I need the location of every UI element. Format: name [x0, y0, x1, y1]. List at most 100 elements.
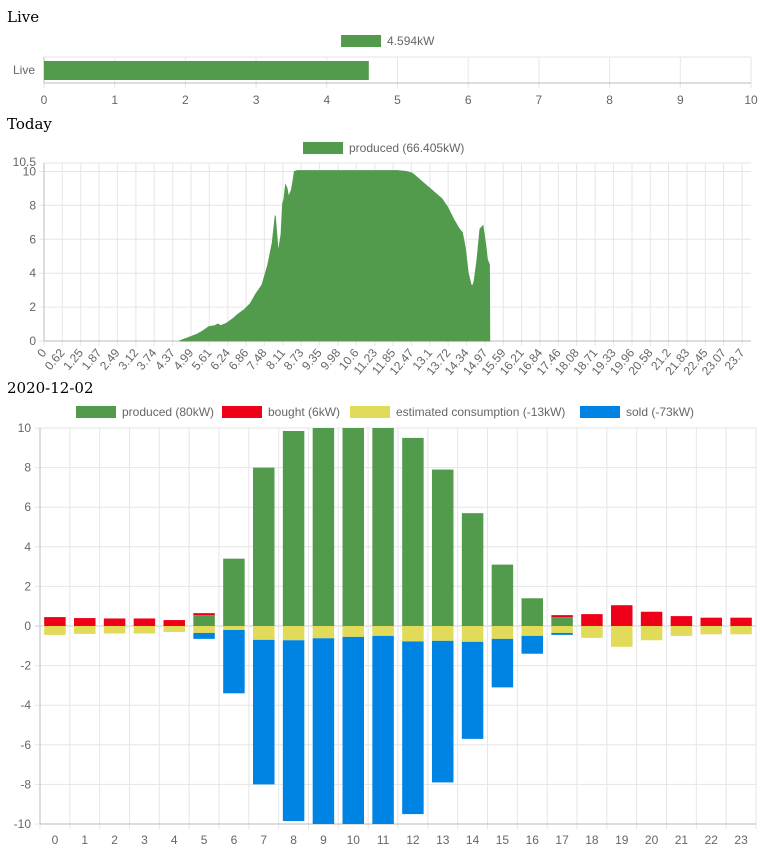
- x-tick-label: 12: [406, 833, 420, 847]
- x-tick-label: 9: [320, 833, 327, 847]
- legend-swatch-bought: [222, 406, 262, 418]
- y-tick-label: -2: [20, 659, 31, 673]
- bar-bought-23: [730, 617, 752, 626]
- bar-sold-10: [342, 636, 364, 824]
- bar-sold-13: [432, 640, 454, 783]
- y-tick-label: 4: [24, 540, 31, 554]
- bar-bought-0: [44, 617, 66, 626]
- legend-swatch-sold: [580, 406, 620, 418]
- bar-estimated-18: [581, 626, 603, 638]
- x-tick-label: 2: [111, 833, 118, 847]
- bar-estimated-17: [551, 626, 573, 633]
- y-tick-label: 10: [18, 421, 32, 435]
- y-tick-label: 0: [24, 619, 31, 633]
- bar-sold-6: [223, 629, 245, 694]
- bar-estimated-10: [342, 626, 364, 637]
- y-tick-label: -10: [14, 817, 32, 831]
- legend-swatch-live: [341, 35, 382, 47]
- bar-sold-5: [193, 632, 215, 639]
- bar-produced-14: [461, 513, 484, 626]
- y-tick-label: -8: [20, 777, 31, 791]
- bar-bought-1: [74, 618, 96, 626]
- bar-sold-17: [551, 632, 573, 635]
- bar-produced-8: [282, 430, 305, 626]
- y-tick-label: 8: [24, 461, 31, 475]
- bar-estimated-7: [253, 626, 275, 640]
- bar-bought-3: [133, 618, 156, 626]
- bar-estimated-9: [312, 626, 335, 639]
- y-tick-label: 0: [29, 334, 36, 348]
- history-chart: produced (80kW) bought (6kW) estimated con…: [14, 405, 757, 847]
- y-tick-label: 2: [29, 300, 36, 314]
- x-tick-label: 0: [52, 833, 59, 847]
- bar-produced-15: [491, 564, 514, 626]
- bar-produced-17: [551, 617, 573, 626]
- produced-area: [179, 170, 491, 342]
- bar-bought-5: [193, 613, 215, 616]
- bar-estimated-14: [461, 626, 484, 642]
- bar-estimated-3: [133, 626, 156, 634]
- bar-bought-21: [670, 616, 693, 626]
- y-tick-label: 2: [24, 579, 31, 593]
- live-chart: 4.594kW 0 1 2 3 4 5 6 7 8 9 10 Live: [13, 34, 758, 107]
- bar-produced-10: [342, 428, 364, 626]
- bar-estimated-19: [611, 626, 633, 647]
- bar-produced-7: [253, 467, 275, 626]
- bar-produced-16: [521, 598, 543, 626]
- bar-sold-11: [372, 635, 394, 824]
- bar-sold-14: [461, 641, 484, 739]
- bar-bought-20: [640, 611, 663, 626]
- bar-sold-15: [491, 638, 514, 688]
- y-tick-label: 4: [29, 266, 36, 280]
- bar-sold-7: [253, 639, 275, 785]
- legend-label-sold: sold (-73kW): [626, 405, 694, 419]
- y-tick-label: Live: [13, 63, 35, 77]
- x-tick-label: 17: [555, 833, 569, 847]
- x-tick-label: 2: [182, 93, 189, 107]
- bar-estimated-2: [103, 626, 126, 634]
- bar-live: [44, 61, 369, 80]
- x-tick-label: 9: [677, 93, 684, 107]
- bar-estimated-22: [700, 626, 722, 635]
- y-tick-label: 6: [29, 232, 36, 246]
- bar-estimated-16: [521, 626, 543, 636]
- x-tick-label: 4: [171, 833, 178, 847]
- bar-sold-16: [521, 635, 543, 654]
- x-tick-label: 0: [41, 93, 48, 107]
- bar-estimated-21: [670, 626, 693, 636]
- bar-produced-5: [193, 615, 215, 626]
- x-tick-label: 23: [734, 833, 748, 847]
- y-tick-label: 10: [23, 164, 37, 178]
- x-tick-label: 1: [81, 833, 88, 847]
- bar-produced-6: [223, 558, 245, 626]
- y-tick-label: 6: [24, 500, 31, 514]
- x-tick-label: 21: [675, 833, 689, 847]
- legend-label-produced: produced (80kW): [122, 405, 214, 419]
- x-tick-label: 18: [585, 833, 599, 847]
- x-tick-label: 13: [436, 833, 450, 847]
- x-tick-label: 11: [377, 833, 390, 847]
- bar-bought-4: [163, 620, 185, 626]
- y-tick-label: -4: [20, 698, 31, 712]
- x-tick-label: 23.7: [722, 346, 748, 373]
- legend-swatch-estimated: [350, 406, 390, 418]
- bar-estimated-12: [402, 626, 424, 642]
- bar-estimated-6: [223, 626, 245, 630]
- bar-produced-13: [432, 469, 454, 626]
- x-tick-label: 16: [526, 833, 540, 847]
- legend-swatch-produced: [303, 142, 343, 154]
- x-tick-label: 20: [645, 833, 659, 847]
- bar-estimated-0: [44, 626, 66, 635]
- x-tick-label: 4: [323, 93, 330, 107]
- x-tick-label: 19: [615, 833, 629, 847]
- bar-bought-22: [700, 617, 722, 626]
- bar-estimated-13: [432, 626, 454, 641]
- x-tick-label: 6: [231, 833, 238, 847]
- bar-estimated-8: [282, 626, 305, 641]
- bar-estimated-23: [730, 626, 752, 635]
- x-tick-label: 3: [253, 93, 260, 107]
- x-tick-label: 8: [290, 833, 297, 847]
- bar-estimated-5: [193, 626, 215, 633]
- bar-bought-17: [551, 615, 573, 618]
- bar-estimated-1: [74, 626, 96, 634]
